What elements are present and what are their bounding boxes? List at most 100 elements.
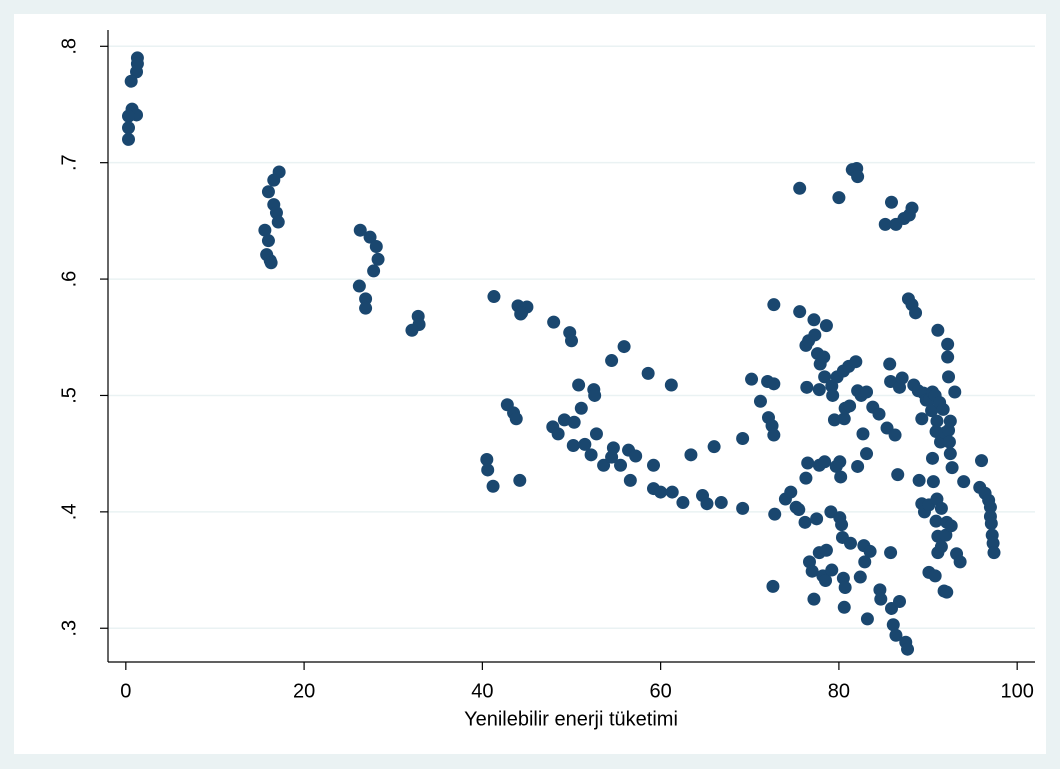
point: [574, 401, 588, 415]
point: [928, 569, 942, 583]
point: [801, 456, 815, 470]
y-tick-label: .7: [58, 154, 80, 171]
y-tick-label: .8: [58, 38, 80, 55]
point: [943, 414, 957, 428]
point: [486, 479, 500, 493]
point: [941, 337, 955, 351]
point: [122, 132, 136, 146]
point: [936, 402, 950, 416]
point: [945, 461, 959, 475]
point: [481, 463, 495, 477]
point: [930, 414, 944, 428]
point: [808, 328, 822, 342]
point: [807, 592, 821, 606]
point: [891, 468, 905, 482]
point: [629, 449, 643, 463]
point: [874, 592, 888, 606]
point: [707, 440, 721, 454]
point: [352, 279, 366, 293]
point: [767, 298, 781, 312]
point: [884, 546, 898, 560]
point: [812, 383, 826, 397]
point: [817, 350, 831, 364]
point: [684, 448, 698, 462]
point: [833, 455, 847, 469]
point: [745, 372, 759, 386]
point: [676, 496, 690, 510]
point: [572, 378, 586, 392]
point: [853, 570, 867, 584]
point: [819, 543, 833, 557]
point: [827, 413, 841, 427]
point: [834, 470, 848, 484]
point: [818, 455, 832, 469]
point: [934, 540, 948, 554]
point: [943, 447, 957, 461]
point: [884, 195, 898, 209]
point: [359, 301, 373, 315]
point: [805, 564, 819, 578]
point: [514, 307, 528, 321]
point: [893, 594, 907, 608]
point: [948, 385, 962, 399]
x-axis-title: Yenilebilir enerji tüketimi: [464, 708, 678, 730]
points-layer: [122, 51, 1001, 656]
point: [931, 323, 945, 337]
point: [942, 370, 956, 384]
point: [851, 170, 865, 184]
point: [878, 217, 892, 231]
point: [925, 404, 939, 418]
point: [363, 230, 377, 244]
point: [860, 385, 874, 399]
point: [664, 378, 678, 392]
point: [753, 394, 767, 408]
x-tick-label: 80: [828, 680, 850, 702]
x-tick-label: 60: [650, 680, 672, 702]
x-tick-label: 40: [471, 680, 493, 702]
point: [736, 501, 750, 515]
point: [480, 452, 494, 466]
point: [623, 473, 637, 487]
point: [606, 441, 620, 455]
point: [766, 579, 780, 593]
point: [367, 264, 381, 278]
point: [944, 519, 958, 533]
point: [807, 313, 821, 327]
point: [915, 412, 929, 426]
point: [975, 454, 989, 468]
point: [565, 334, 578, 348]
y-tick-label: .3: [58, 620, 80, 637]
point: [641, 366, 655, 380]
point: [905, 201, 919, 215]
point: [837, 412, 851, 426]
point: [886, 618, 900, 632]
point: [547, 315, 561, 329]
point: [353, 223, 367, 237]
point: [654, 485, 668, 499]
point: [122, 121, 136, 135]
point: [605, 354, 619, 368]
x-tick-label: 0: [120, 680, 131, 702]
point: [912, 473, 926, 487]
point: [953, 555, 967, 569]
point: [792, 503, 806, 517]
point: [588, 388, 602, 402]
point: [909, 306, 923, 320]
point: [843, 536, 857, 550]
point: [889, 628, 903, 642]
point: [509, 412, 523, 426]
point: [714, 496, 728, 510]
point: [578, 437, 592, 451]
grid-layer: [108, 45, 1035, 629]
point: [369, 239, 383, 253]
point: [487, 290, 501, 304]
point: [838, 581, 852, 595]
point: [872, 407, 886, 421]
y-tick-label: .4: [58, 504, 80, 521]
point: [124, 74, 138, 88]
point: [987, 546, 1001, 560]
point: [837, 600, 851, 614]
point: [883, 357, 897, 371]
point: [271, 215, 285, 229]
point: [405, 323, 419, 337]
